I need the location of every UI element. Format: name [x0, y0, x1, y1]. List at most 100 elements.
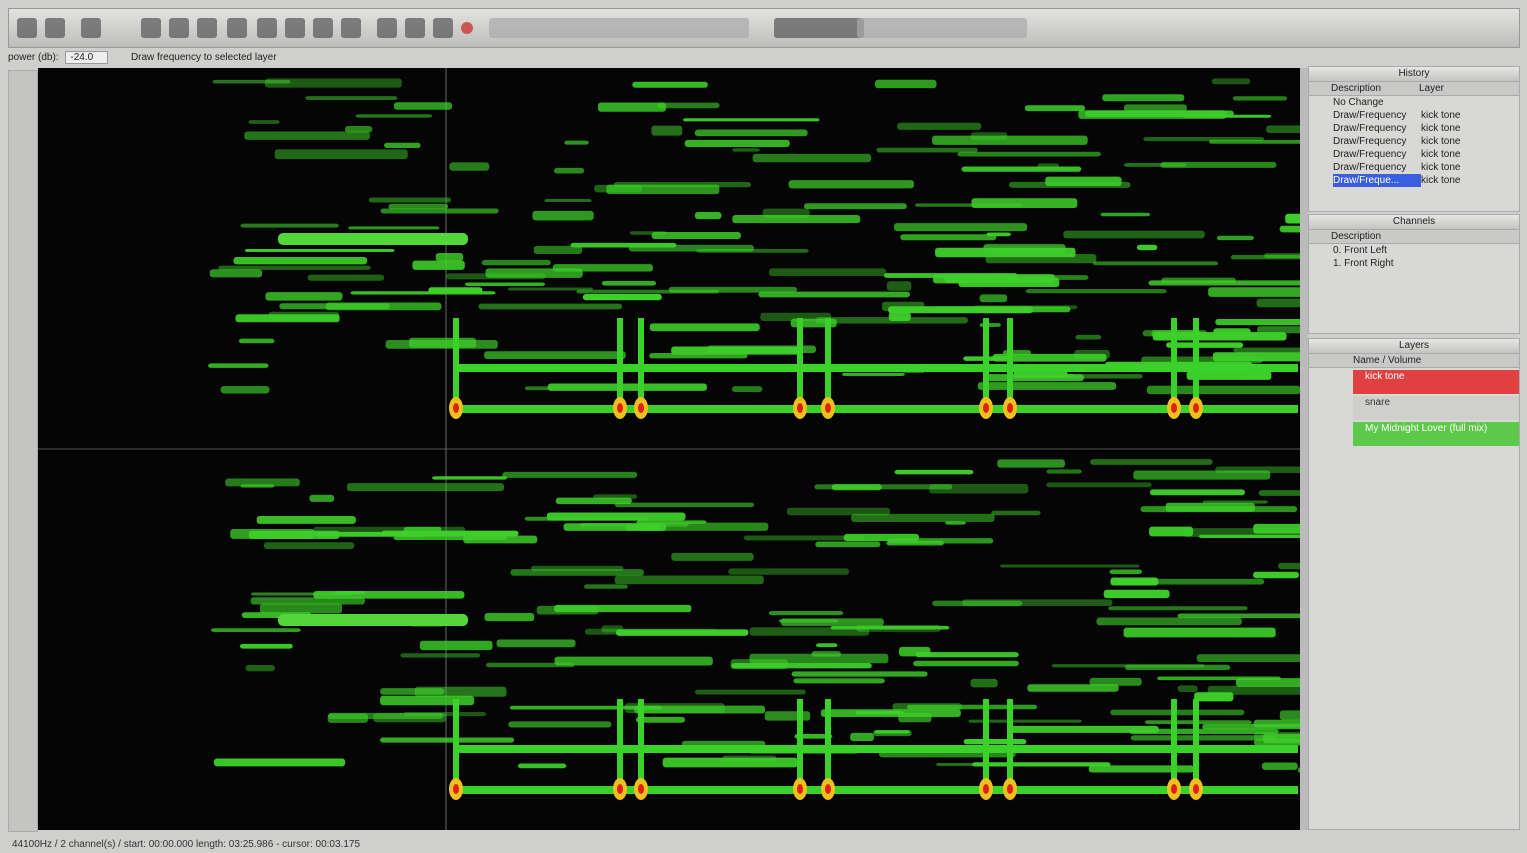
column-header: Description: [1309, 230, 1519, 244]
spectral-streak: [1096, 617, 1241, 625]
tool-button[interactable]: [341, 18, 361, 38]
spectral-streak: [887, 281, 911, 291]
tool-button[interactable]: [227, 18, 247, 38]
tool-button[interactable]: [197, 18, 217, 38]
spectral-streak: [356, 114, 433, 117]
tool-button[interactable]: [45, 18, 65, 38]
spectral-streak: [598, 103, 666, 112]
spectral-streak: [564, 523, 667, 531]
tool-button[interactable]: [285, 18, 305, 38]
spectral-streak: [1177, 614, 1300, 619]
spectral-streak: [265, 78, 402, 87]
spectral-streak: [875, 80, 937, 88]
channel-row[interactable]: 1. Front Right: [1309, 257, 1519, 270]
spectral-streak: [980, 323, 1001, 327]
tool-button[interactable]: [81, 18, 101, 38]
spectral-streak: [962, 599, 1112, 606]
layer-row[interactable]: snare: [1353, 396, 1519, 420]
tool-button[interactable]: [405, 18, 425, 38]
spectral-streak: [632, 82, 708, 88]
spectral-streak: [957, 152, 1100, 157]
history-row[interactable]: No Change: [1309, 96, 1519, 109]
spectral-streak: [1025, 105, 1085, 111]
spectral-streak: [409, 338, 476, 348]
spectral-streak: [1257, 299, 1300, 308]
spectral-streak: [388, 204, 448, 210]
spectral-streak: [685, 140, 790, 147]
spectral-streak: [518, 763, 566, 768]
spectral-streak: [696, 249, 809, 253]
tool-button[interactable]: [257, 18, 277, 38]
spectral-streak: [793, 678, 884, 683]
tool-button[interactable]: [313, 18, 333, 38]
spectral-streak: [547, 513, 686, 521]
spectral-streak: [1124, 163, 1186, 167]
kick-core: [1193, 403, 1199, 413]
kick-core: [825, 403, 831, 413]
spectral-streak: [894, 223, 1027, 231]
spectral-streak: [449, 162, 489, 170]
kick-core: [797, 784, 803, 794]
power-label: power (db):: [8, 52, 59, 63]
spectral-streak: [789, 180, 914, 188]
spectral-streak: [326, 303, 442, 311]
spectral-streak: [347, 483, 504, 491]
kick-core: [638, 784, 644, 794]
spectral-streak: [548, 383, 707, 390]
scrollbar[interactable]: [1300, 68, 1308, 830]
spectral-streak: [264, 542, 354, 549]
spectral-streak: [246, 665, 275, 671]
spectral-streak: [651, 126, 682, 136]
tool-button[interactable]: [17, 18, 37, 38]
spectral-streak: [1046, 469, 1081, 473]
spectral-streak: [1090, 459, 1213, 465]
channel-row[interactable]: 0. Front Left: [1309, 244, 1519, 257]
options-bar: power (db): -24.0 Draw frequency to sele…: [8, 52, 1298, 68]
controls[interactable]: [489, 18, 749, 38]
tool-button[interactable]: [169, 18, 189, 38]
kick-core: [1007, 403, 1013, 413]
spectral-streak: [305, 96, 397, 100]
layer-row[interactable]: My Midnight Lover (full mix): [1353, 422, 1519, 446]
kick-core: [1171, 784, 1177, 794]
history-layer: kick tone: [1421, 174, 1460, 187]
spectral-streak: [218, 266, 370, 270]
spectral-streak: [1233, 348, 1300, 353]
spectral-streak: [1280, 710, 1300, 720]
spectral-streak: [278, 233, 468, 245]
power-input[interactable]: -24.0: [65, 51, 108, 64]
channel-list: 0. Front Left1. Front Right: [1309, 244, 1519, 270]
spectral-streak: [525, 386, 550, 390]
spectral-streak: [657, 103, 719, 109]
record-button[interactable]: [461, 22, 473, 34]
spectral-streak: [544, 199, 591, 202]
kick-core: [983, 403, 989, 413]
spectral-streak: [1143, 137, 1264, 141]
tool-button[interactable]: [141, 18, 161, 38]
spectral-streak: [497, 640, 576, 648]
spectral-streak: [1178, 685, 1198, 692]
layer-row[interactable]: kick tone: [1353, 370, 1519, 394]
spectral-streak: [485, 613, 535, 621]
spectral-streak: [855, 711, 903, 715]
spectral-streak: [1110, 578, 1158, 586]
tool-button[interactable]: [377, 18, 397, 38]
spectral-streak: [556, 498, 632, 504]
tool-button[interactable]: [433, 18, 453, 38]
spectral-streak: [1254, 732, 1300, 741]
channels-panel: Channels Description 0. Front Left1. Fro…: [1308, 214, 1520, 334]
history-row[interactable]: Draw/Freque...kick tone: [1309, 174, 1519, 187]
spectral-streak: [1148, 280, 1300, 285]
spectral-streak: [446, 273, 545, 279]
spectral-streak: [393, 536, 507, 540]
spectral-streak: [991, 511, 1040, 515]
spectral-streak: [1090, 678, 1142, 686]
spectral-streak: [585, 629, 718, 635]
controls[interactable]: [857, 18, 1027, 38]
tool-button[interactable]: [774, 18, 864, 38]
